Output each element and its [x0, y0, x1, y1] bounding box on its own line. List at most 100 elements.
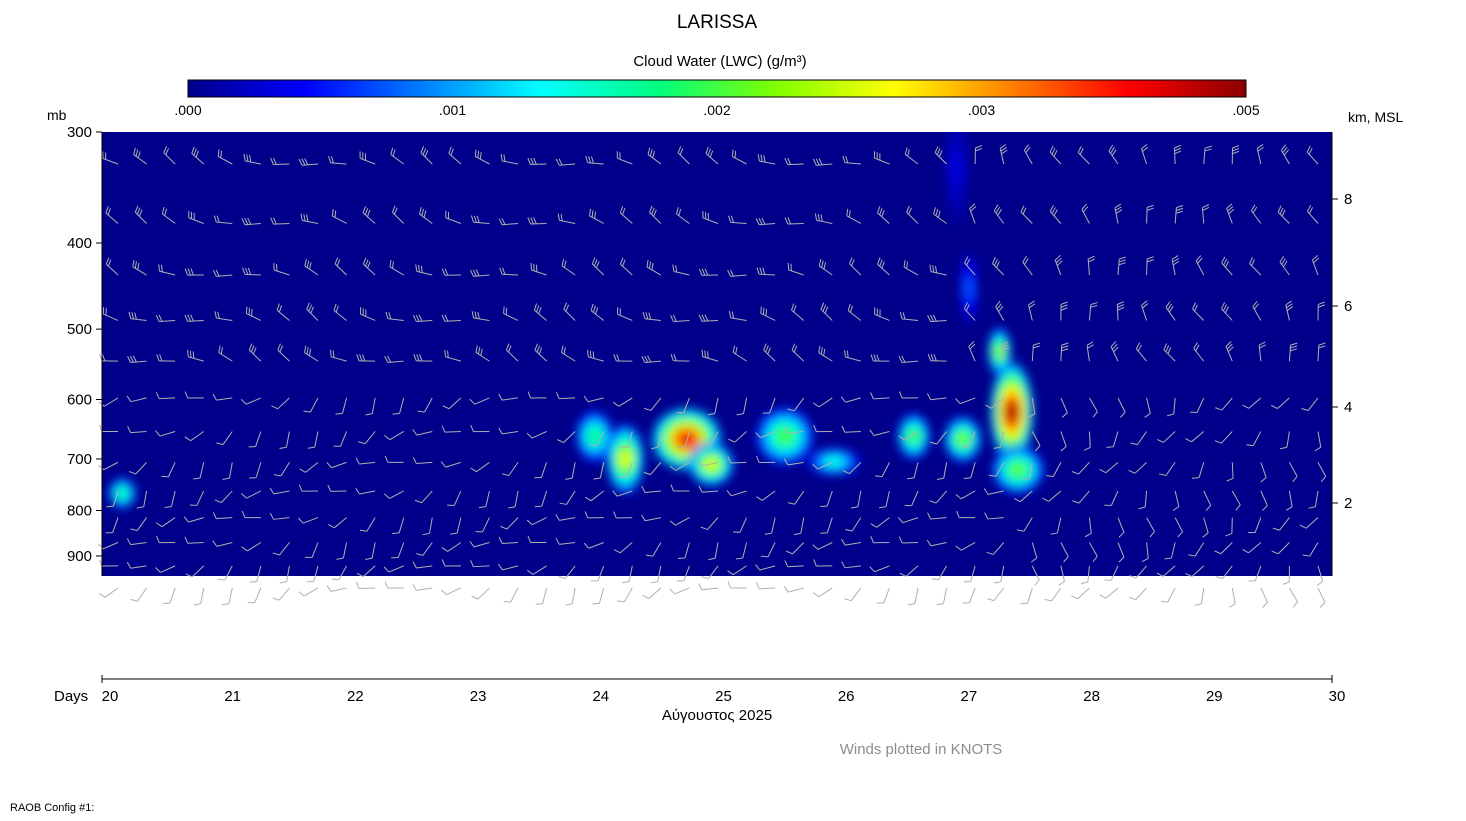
wind-barb: [619, 257, 633, 276]
wind-barb-flag: [155, 430, 161, 437]
wind-barb-staff: [502, 430, 519, 435]
wind-barb: [248, 431, 262, 448]
wind-barb: [448, 146, 462, 165]
wind-barb-flag: [501, 473, 510, 477]
wind-barb-staff: [618, 397, 633, 407]
wind-barb-flag: [968, 341, 975, 347]
wind-barb-flag: [161, 207, 165, 215]
wind-barb-staff: [732, 565, 747, 576]
wind-barb-staff: [1060, 397, 1068, 413]
wind-barb-staff: [987, 517, 1004, 520]
wind-barb: [1311, 254, 1319, 276]
wind-barb: [306, 302, 319, 321]
wind-barb-flag: [1033, 342, 1041, 346]
wind-barb-flag: [988, 474, 996, 477]
wind-barb-staff: [851, 517, 862, 532]
wind-barb: [273, 462, 290, 477]
wind-barb-flag: [822, 304, 827, 312]
wind-barb-flag: [1115, 206, 1122, 212]
wind-barb-flag: [930, 354, 934, 361]
wind-barb-staff: [590, 490, 605, 502]
wind-barb: [442, 397, 462, 410]
wind-barb: [412, 561, 433, 569]
wind-barb-flag: [1222, 304, 1227, 312]
wind-barb-flag: [932, 265, 935, 273]
wind-barb: [1166, 397, 1176, 417]
wind-barb-flag: [128, 471, 136, 475]
wind-barb-flag: [984, 512, 989, 520]
wind-barb-flag: [760, 154, 763, 162]
wind-barb: [333, 431, 348, 447]
wind-barb: [1117, 397, 1126, 418]
wind-barb-flag: [652, 150, 656, 159]
wind-barb: [136, 490, 148, 509]
wind-barb-staff: [1254, 517, 1262, 533]
cloud-water-contour: [1010, 463, 1026, 477]
wind-barb-staff: [571, 587, 576, 604]
wind-barb-flag: [1033, 345, 1040, 349]
wind-barb-flag: [1061, 345, 1069, 349]
wind-barb: [530, 262, 547, 276]
wind-barb: [1046, 462, 1062, 477]
wind-barb-staff: [255, 462, 262, 478]
wind-barb: [840, 396, 861, 403]
wind-barb: [820, 302, 833, 321]
wind-barb-flag: [1034, 579, 1040, 586]
wind-barb: [1129, 565, 1147, 579]
wind-barb-flag: [824, 306, 829, 314]
wind-barb: [1117, 542, 1125, 563]
wind-barb-flag: [1071, 471, 1079, 475]
wind-barb-flag: [526, 519, 533, 526]
wind-barb-flag: [929, 441, 937, 445]
wind-barb-flag: [670, 484, 674, 492]
cloud-water-contour: [826, 456, 842, 467]
wind-barb-flag: [841, 561, 846, 569]
wind-barb-flag: [787, 157, 792, 165]
wind-barb: [384, 455, 404, 463]
wind-barb-flag: [366, 209, 371, 217]
wind-barb-staff: [305, 461, 319, 473]
wind-barb-flag: [107, 208, 111, 216]
wind-barb-staff: [130, 430, 147, 434]
wind-barb: [390, 147, 405, 165]
wind-barb: [1193, 342, 1205, 362]
wind-barb: [650, 565, 662, 584]
wind-barb-staff: [216, 542, 233, 547]
wind-barb-flag: [440, 589, 447, 596]
wind-barb: [298, 484, 319, 492]
wind-barb-staff: [514, 490, 519, 507]
wind-barb: [1282, 565, 1290, 585]
wind-barb: [469, 540, 490, 548]
wind-barb-flag: [413, 354, 417, 362]
wind-barb-flag: [334, 210, 337, 218]
wind-barb-flag: [335, 305, 339, 313]
wind-barb: [791, 303, 805, 321]
wind-barb-flag: [534, 343, 539, 351]
wind-barb-flag: [926, 393, 932, 400]
wind-barb-flag: [384, 455, 389, 463]
wind-barb-flag: [815, 158, 820, 166]
wind-barb: [676, 397, 690, 414]
colorbar-label: Cloud Water (LWC) (g/m³): [633, 53, 806, 70]
wind-barb: [841, 561, 861, 569]
wind-barb: [897, 516, 919, 524]
wind-barb-staff: [818, 397, 833, 408]
wind-barb: [844, 587, 862, 602]
wind-barb-flag: [422, 532, 430, 536]
wind-barb: [870, 536, 890, 544]
wind-barb-flag: [763, 155, 766, 163]
wind-barb-flag: [1130, 442, 1138, 446]
wind-barb: [1129, 587, 1147, 601]
wind-barb: [508, 490, 519, 509]
wind-barb-flag: [1119, 256, 1127, 260]
cloud-water-field: [108, 132, 1045, 509]
wind-barb-flag: [527, 569, 534, 575]
wind-barb-staff: [942, 587, 948, 604]
wind-barb: [249, 565, 262, 583]
wind-barb-flag: [993, 581, 1002, 584]
wind-barb: [647, 147, 662, 165]
wind-barb-flag: [306, 580, 314, 583]
wind-barb-flag: [1192, 477, 1200, 479]
wind-barb-flag: [447, 350, 449, 358]
wind-barb-flag: [1050, 532, 1058, 535]
